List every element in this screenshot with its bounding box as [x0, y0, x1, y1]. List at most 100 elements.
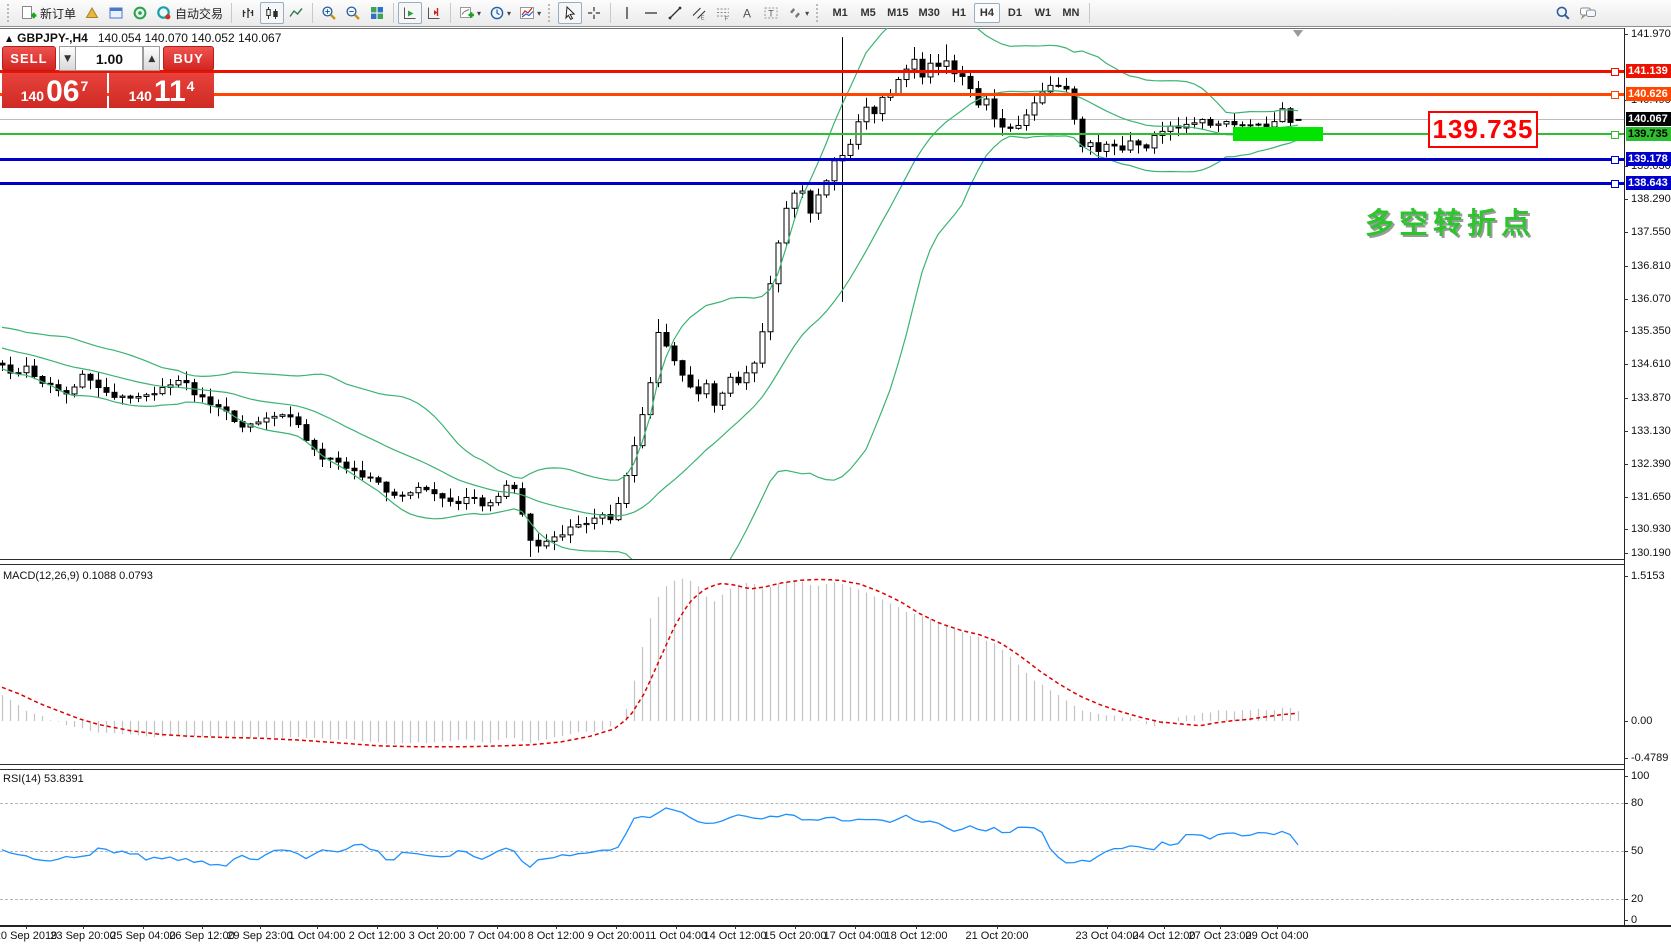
navigator-button[interactable] — [128, 2, 152, 24]
zoom-in-button[interactable] — [317, 2, 341, 24]
new-order-label: 新订单 — [40, 6, 77, 21]
horizontal-line-tool-button[interactable] — [639, 2, 663, 24]
turning-point-note[interactable]: 多空转折点 — [1364, 206, 1535, 240]
toolbar-grip[interactable] — [548, 4, 555, 22]
zoom-out-button[interactable] — [341, 2, 365, 24]
rsi-tick-label: 80 — [1631, 797, 1644, 809]
sell-price[interactable]: 140 06 7 — [2, 73, 107, 108]
templates-button[interactable]: ▾ — [515, 2, 545, 24]
fibonacci-tool-button[interactable]: F — [711, 2, 735, 24]
indicators-icon — [460, 7, 474, 18]
channel-tool-button[interactable]: E — [687, 2, 711, 24]
time-axis-label[interactable]: 7 Oct 04:00 — [468, 930, 526, 942]
level-line-139.178[interactable] — [0, 158, 1624, 161]
level-line-handle[interactable] — [1611, 156, 1619, 164]
time-axis-label[interactable]: 26 Sep 12:00 — [169, 930, 235, 942]
timeframe-m5-button[interactable]: M5 — [860, 7, 876, 19]
candlestick-chart-button[interactable] — [260, 2, 285, 24]
timeframe-m1-button[interactable]: M1 — [832, 7, 848, 19]
time-tick-mark — [317, 926, 318, 929]
search-button[interactable] — [1551, 2, 1575, 24]
rsi-tick-mark — [1624, 803, 1628, 804]
bar-chart-button[interactable] — [236, 2, 260, 24]
turning-point-highlight[interactable] — [1233, 127, 1323, 141]
auto-scroll-button[interactable] — [398, 2, 423, 24]
buy-price[interactable]: 140 11 4 — [109, 73, 214, 108]
timeframe-h1-button[interactable]: H1 — [951, 7, 966, 19]
new-order-button[interactable]: 新订单 — [17, 2, 80, 24]
sell-button[interactable]: SELL — [2, 46, 56, 71]
pane-divider-macd-rsi[interactable] — [0, 764, 1671, 770]
line-chart-button[interactable] — [284, 2, 308, 24]
price-callout-box[interactable]: 139.735 — [1428, 111, 1538, 148]
rsi-pane[interactable] — [0, 769, 1624, 925]
time-axis-label[interactable]: 8 Oct 12:00 — [527, 930, 585, 942]
price-pane[interactable] — [0, 28, 1624, 559]
time-axis-label[interactable]: 21 Oct 20:00 — [965, 930, 1029, 942]
time-axis-label[interactable]: 23 Oct 04:00 — [1075, 930, 1139, 942]
buy-point: 4 — [186, 78, 195, 94]
time-axis-label[interactable]: 18 Oct 12:00 — [884, 930, 948, 942]
volume-increase-button[interactable]: ▲ — [143, 46, 161, 71]
volume-decrease-button[interactable]: ▼ — [58, 46, 76, 71]
time-tick-mark — [676, 926, 677, 929]
chat-button[interactable] — [1575, 2, 1601, 24]
rsi-level-20 — [0, 899, 1624, 900]
timeframe-h4-button[interactable]: H4 — [973, 3, 1000, 23]
market-watch-button[interactable] — [80, 2, 104, 24]
time-axis-label[interactable]: 29 Sep 23:00 — [227, 930, 293, 942]
time-tick-mark — [260, 926, 261, 929]
macd-tick-mark — [1624, 721, 1628, 722]
time-axis-label[interactable]: 24 Oct 12:00 — [1132, 930, 1196, 942]
cursor-tool-button[interactable] — [558, 2, 583, 24]
volume-input[interactable] — [75, 46, 144, 71]
crosshair-tool-button[interactable] — [582, 2, 606, 24]
text-label-tool-button[interactable]: T — [759, 2, 783, 24]
data-window-button[interactable] — [104, 2, 128, 24]
timeframe-w1-button[interactable]: W1 — [1034, 7, 1052, 19]
time-axis-label[interactable]: 15 Oct 20:00 — [763, 930, 827, 942]
chart-shift-button[interactable] — [422, 2, 446, 24]
toolbar-grip[interactable] — [7, 4, 14, 22]
time-axis-label[interactable]: 29 Oct 04:00 — [1245, 930, 1309, 942]
level-line-handle[interactable] — [1611, 68, 1619, 76]
tile-windows-button[interactable] — [365, 2, 389, 24]
time-axis-label[interactable]: 20 Sep 2019 — [0, 930, 58, 942]
time-axis-label[interactable]: 11 Oct 04:00 — [644, 930, 708, 942]
time-axis-label[interactable]: 17 Oct 04:00 — [823, 930, 887, 942]
arrows-tool-button[interactable]: ▾ — [783, 2, 813, 24]
auto-trading-button[interactable]: 自动交易 — [152, 2, 227, 24]
pane-divider-main-macd[interactable] — [0, 559, 1671, 565]
time-axis-label[interactable]: 23 Sep 20:00 — [50, 930, 116, 942]
level-line-handle[interactable] — [1611, 91, 1619, 99]
time-axis-label[interactable]: 27 Oct 23:00 — [1188, 930, 1252, 942]
time-axis-label[interactable]: 14 Oct 12:00 — [703, 930, 767, 942]
time-axis-label[interactable]: 3 Oct 20:00 — [408, 930, 466, 942]
level-line-139.735[interactable] — [0, 133, 1624, 135]
timeframe-d1-button[interactable]: D1 — [1007, 7, 1022, 19]
level-line-138.643[interactable] — [0, 182, 1624, 185]
chart-area[interactable] — [0, 28, 1671, 951]
level-line-141.139[interactable] — [0, 70, 1624, 73]
trendline-tool-button[interactable] — [663, 2, 687, 24]
time-axis-label[interactable]: 2 Oct 12:00 — [348, 930, 406, 942]
collapse-marker-icon[interactable]: ▲ — [6, 33, 13, 43]
buy-button[interactable]: BUY — [163, 46, 214, 71]
level-line-handle[interactable] — [1611, 180, 1619, 188]
time-axis-label[interactable]: 25 Sep 04:00 — [110, 930, 176, 942]
level-line-handle[interactable] — [1611, 131, 1619, 139]
text-tool-button[interactable]: A — [735, 2, 759, 24]
timeframe-m30-button[interactable]: M30 — [918, 7, 940, 19]
level-line-140.626[interactable] — [0, 93, 1624, 96]
vertical-line-tool-button[interactable] — [615, 2, 639, 24]
time-axis-label[interactable]: 9 Oct 20:00 — [587, 930, 645, 942]
toolbar-grip[interactable] — [816, 4, 823, 22]
chart-shift-marker[interactable] — [1293, 30, 1303, 37]
timeframe-mn-button[interactable]: MN — [1062, 7, 1080, 19]
time-tick-mark — [83, 926, 84, 929]
macd-pane[interactable] — [0, 564, 1624, 764]
time-axis-label[interactable]: 1 Oct 04:00 — [288, 930, 346, 942]
periods-button[interactable]: ▾ — [485, 2, 515, 24]
timeframe-m15-button[interactable]: M15 — [887, 7, 909, 19]
indicators-button[interactable]: ▾ — [455, 2, 485, 24]
